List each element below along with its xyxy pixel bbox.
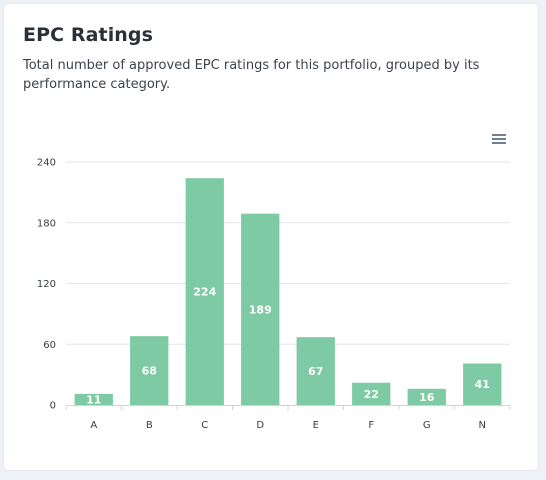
x-tick-label: C bbox=[201, 420, 208, 431]
bar-data-label: 22 bbox=[364, 388, 379, 401]
y-tick-label: 60 bbox=[43, 340, 56, 351]
bar-data-label: 41 bbox=[475, 378, 490, 391]
y-tick-label: 180 bbox=[37, 218, 56, 229]
bar bbox=[185, 178, 224, 405]
x-tick-label: D bbox=[256, 420, 264, 431]
hamburger-menu-icon[interactable] bbox=[490, 132, 508, 148]
x-tick-label: B bbox=[146, 420, 153, 431]
card-title: EPC Ratings bbox=[23, 24, 154, 46]
x-tick-label: F bbox=[368, 420, 374, 431]
bar-data-label: 224 bbox=[193, 286, 216, 299]
card-description: Total number of approved EPC ratings for… bbox=[23, 58, 480, 92]
bar-data-label: 16 bbox=[419, 391, 435, 404]
menu-line-icon bbox=[492, 134, 506, 136]
bar bbox=[296, 337, 335, 405]
menu-line-icon bbox=[492, 138, 506, 140]
y-tick-label: 240 bbox=[37, 158, 56, 169]
x-tick-label: N bbox=[479, 420, 486, 431]
bar-data-label: 189 bbox=[249, 303, 272, 316]
y-tick-label: 0 bbox=[50, 401, 56, 412]
bar bbox=[130, 336, 169, 405]
bar-data-label: 68 bbox=[142, 365, 157, 378]
x-tick-label: G bbox=[423, 420, 431, 431]
bar bbox=[241, 213, 280, 405]
x-tick-label: E bbox=[313, 420, 319, 431]
bar bbox=[463, 363, 502, 405]
x-tick-label: A bbox=[90, 420, 97, 431]
bar-data-label: 67 bbox=[308, 365, 323, 378]
bar bbox=[74, 393, 113, 405]
bar-data-label: 11 bbox=[86, 393, 101, 406]
bar bbox=[352, 382, 391, 405]
menu-line-icon bbox=[492, 142, 506, 144]
bar bbox=[407, 388, 446, 405]
y-tick-label: 120 bbox=[37, 279, 56, 290]
